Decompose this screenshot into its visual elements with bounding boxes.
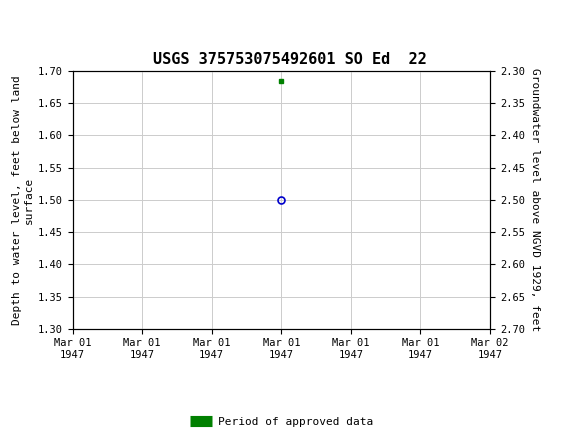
Text: USGS: USGS bbox=[49, 14, 104, 31]
Text: USGS 375753075492601 SO Ed  22: USGS 375753075492601 SO Ed 22 bbox=[153, 52, 427, 67]
Legend: Period of approved data: Period of approved data bbox=[186, 413, 377, 430]
Y-axis label: Groundwater level above NGVD 1929, feet: Groundwater level above NGVD 1929, feet bbox=[530, 68, 541, 332]
Text: ≈: ≈ bbox=[5, 11, 26, 34]
Y-axis label: Depth to water level, feet below land
surface: Depth to water level, feet below land su… bbox=[12, 75, 34, 325]
